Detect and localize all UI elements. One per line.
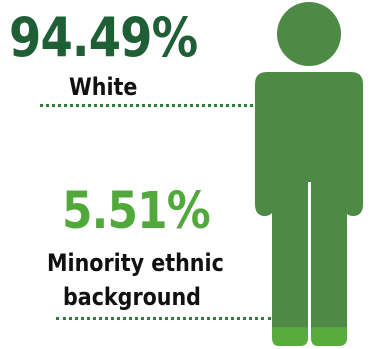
white-label: White bbox=[69, 73, 138, 101]
minority-leader-line bbox=[56, 317, 271, 320]
minority-label-line-2: background bbox=[63, 283, 201, 311]
white-share-fill bbox=[255, 2, 363, 328]
minority-percentage: 5.51% bbox=[62, 182, 211, 241]
minority-label-line-1: Minority ethnic bbox=[47, 249, 224, 277]
white-leader-line bbox=[40, 104, 265, 107]
white-percentage: 94.49% bbox=[9, 6, 198, 69]
minority-share-fill bbox=[255, 327, 363, 346]
